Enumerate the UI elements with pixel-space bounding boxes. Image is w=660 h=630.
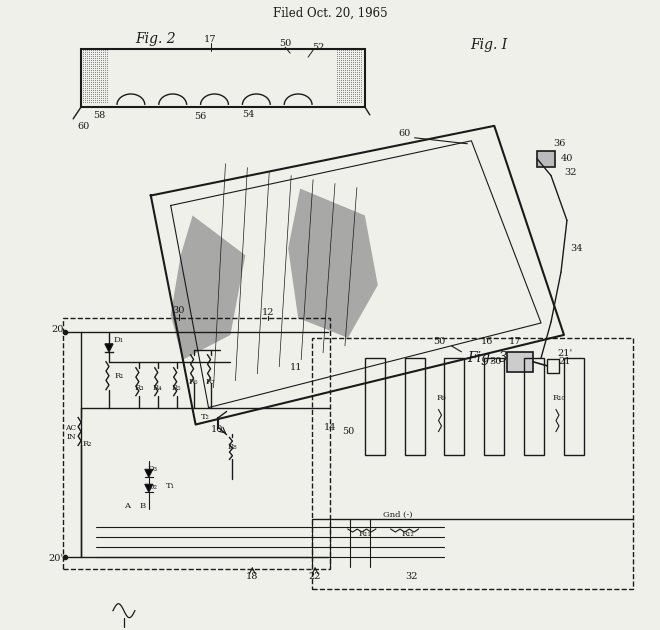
Text: A: A xyxy=(124,502,130,510)
Text: Fig. 3: Fig. 3 xyxy=(467,351,508,365)
Text: 12: 12 xyxy=(262,307,275,316)
Text: R₈: R₈ xyxy=(228,444,237,452)
Text: 11: 11 xyxy=(290,364,302,372)
Text: 30: 30 xyxy=(489,357,502,366)
Text: D₃: D₃ xyxy=(148,466,158,473)
Text: 20: 20 xyxy=(51,326,63,335)
Text: 16: 16 xyxy=(481,338,494,346)
Text: R₁: R₁ xyxy=(114,372,123,380)
Text: 50: 50 xyxy=(279,38,291,48)
Text: 21: 21 xyxy=(559,357,571,366)
Text: 34: 34 xyxy=(571,244,583,253)
Bar xyxy=(63,318,330,569)
Text: 10: 10 xyxy=(211,425,222,434)
Text: IN: IN xyxy=(66,433,76,442)
Bar xyxy=(508,352,533,372)
Text: R₂: R₂ xyxy=(82,440,92,449)
Text: 58: 58 xyxy=(93,112,105,120)
Text: T₁: T₁ xyxy=(166,482,175,490)
Text: 22: 22 xyxy=(309,572,321,581)
Text: 60: 60 xyxy=(77,122,89,131)
Text: 32: 32 xyxy=(565,168,578,177)
Text: 36: 36 xyxy=(553,139,565,148)
Text: D₂: D₂ xyxy=(148,483,158,491)
Text: R₁₂: R₁₂ xyxy=(401,530,414,538)
Text: AC: AC xyxy=(65,423,77,432)
Text: B: B xyxy=(140,502,146,510)
Text: D₁: D₁ xyxy=(114,336,124,344)
Polygon shape xyxy=(171,215,246,360)
Text: R₄: R₄ xyxy=(153,384,162,392)
Text: Gnd (-): Gnd (-) xyxy=(383,511,412,519)
Text: 14: 14 xyxy=(324,423,336,432)
Polygon shape xyxy=(105,344,113,352)
Text: R₁₁: R₁₁ xyxy=(358,530,371,538)
Bar xyxy=(444,358,465,455)
Polygon shape xyxy=(288,188,378,338)
Bar xyxy=(81,49,365,107)
Text: 32: 32 xyxy=(405,572,418,581)
Bar xyxy=(537,151,555,167)
Text: 21': 21' xyxy=(557,349,573,358)
Bar xyxy=(524,358,544,455)
Text: 54: 54 xyxy=(242,110,255,120)
Text: R₁₀: R₁₀ xyxy=(552,394,566,402)
Text: 60: 60 xyxy=(399,129,411,139)
Bar xyxy=(405,358,424,455)
Text: R₇: R₇ xyxy=(206,378,215,386)
Text: 52: 52 xyxy=(312,43,324,52)
Polygon shape xyxy=(145,484,152,492)
Text: Fig. I: Fig. I xyxy=(471,38,508,52)
Text: 50: 50 xyxy=(434,338,446,346)
Text: 30: 30 xyxy=(172,306,185,314)
Bar xyxy=(365,358,385,455)
Text: 56: 56 xyxy=(195,112,207,122)
Text: 40: 40 xyxy=(561,154,573,163)
Bar xyxy=(312,338,633,589)
Text: T₂: T₂ xyxy=(201,413,210,421)
Text: 18: 18 xyxy=(246,572,259,581)
Text: 17: 17 xyxy=(509,338,521,346)
Bar xyxy=(484,358,504,455)
Polygon shape xyxy=(145,469,152,478)
Text: 20': 20' xyxy=(49,554,64,563)
Text: R₅: R₅ xyxy=(172,384,182,392)
Text: Filed Oct. 20, 1965: Filed Oct. 20, 1965 xyxy=(273,7,387,20)
Bar xyxy=(564,358,584,455)
Text: R₉: R₉ xyxy=(437,394,446,402)
Text: R₃: R₃ xyxy=(134,384,144,392)
Text: R₆: R₆ xyxy=(189,378,199,386)
Text: Fig. 2: Fig. 2 xyxy=(135,32,176,46)
Text: 17: 17 xyxy=(205,35,216,43)
Text: 50: 50 xyxy=(342,427,354,436)
Bar xyxy=(547,359,559,373)
